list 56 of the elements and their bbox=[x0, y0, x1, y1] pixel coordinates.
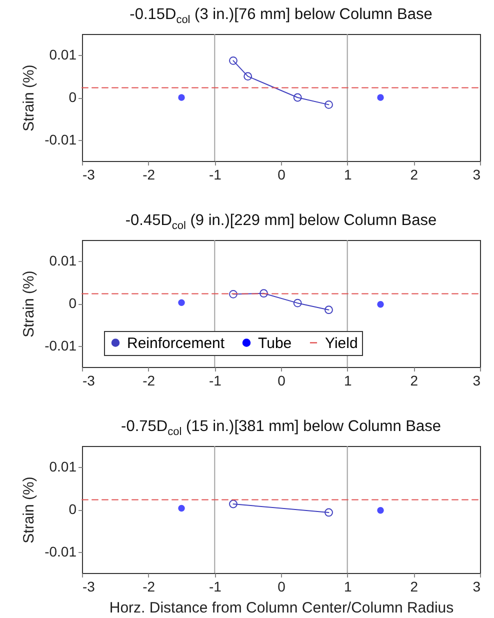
y-tick-label: 0 bbox=[68, 295, 77, 311]
x-tick-label: -2 bbox=[142, 166, 156, 182]
y-axis-title: Strain (%) bbox=[20, 64, 38, 132]
y-tick-label: 0.01 bbox=[49, 252, 77, 269]
point bbox=[229, 500, 238, 508]
x-tick-label: -2 bbox=[142, 372, 156, 388]
point bbox=[293, 298, 302, 308]
x-tick-label: -1 bbox=[208, 166, 222, 182]
y-tick-label: 0.01 bbox=[49, 46, 77, 63]
y-tick-label: 0.01 bbox=[49, 458, 77, 475]
y-tick-label: -0.01 bbox=[44, 337, 77, 354]
point bbox=[293, 93, 302, 102]
x-tick-label: 0 bbox=[278, 166, 286, 182]
x-tick-label: -1 bbox=[208, 372, 222, 388]
x-tick-label: -3 bbox=[82, 372, 96, 388]
y-tick-label: 0 bbox=[68, 89, 77, 105]
chart-title: -0.15D$_{col}$ (3 in.)[76 mm] below Column Base bbox=[128, 6, 434, 26]
x-tick-label: 2 bbox=[410, 166, 418, 182]
x-tick-label: 3 bbox=[472, 372, 481, 388]
x-tick-label: 3 bbox=[472, 166, 481, 182]
point bbox=[260, 289, 268, 298]
point bbox=[178, 504, 185, 512]
x-tick-label: -2 bbox=[142, 578, 156, 594]
x-tick-label: -3 bbox=[82, 166, 96, 182]
point bbox=[178, 299, 185, 306]
y-tick-label: 0 bbox=[68, 501, 77, 517]
chart-title: -0.45D$_{col}$ (9 in.)[229 mm] below Column Base bbox=[124, 212, 438, 232]
x-tick-label: -1 bbox=[208, 578, 222, 594]
legend-label: Tube bbox=[258, 334, 292, 352]
legend-label: Reinforcement bbox=[127, 334, 226, 352]
point bbox=[324, 100, 333, 109]
y-axis-title: Strain (%) bbox=[20, 270, 38, 338]
x-tick-label: 0 bbox=[278, 372, 286, 388]
x-tick-label: 2 bbox=[410, 372, 418, 388]
y-tick-label: -0.01 bbox=[44, 543, 77, 560]
x-tick-label: 3 bbox=[472, 578, 481, 594]
point bbox=[377, 94, 384, 101]
point bbox=[244, 72, 252, 81]
x-tick-label: 1 bbox=[344, 372, 352, 388]
point bbox=[324, 306, 333, 314]
x-tick-label: 1 bbox=[344, 166, 352, 182]
x-tick-label: -3 bbox=[82, 578, 96, 594]
x-tick-label: 2 bbox=[410, 578, 418, 594]
chart-title: -0.75D$_{col}$ (15 in.)[381 mm] below Column Base bbox=[120, 418, 442, 438]
point bbox=[324, 508, 333, 517]
y-tick-label: -0.01 bbox=[44, 131, 77, 148]
x-tick-label: 1 bbox=[344, 578, 352, 594]
point bbox=[229, 290, 238, 298]
x-axis-title: Horz. Distance from Column Center/Column Radius bbox=[109, 600, 454, 616]
y-axis-title: Strain (%) bbox=[20, 476, 38, 544]
legend-label: Yield bbox=[325, 334, 358, 352]
point bbox=[178, 94, 185, 101]
point bbox=[229, 56, 238, 65]
point bbox=[377, 301, 384, 308]
point bbox=[377, 507, 384, 514]
x-tick-label: 0 bbox=[278, 578, 286, 594]
